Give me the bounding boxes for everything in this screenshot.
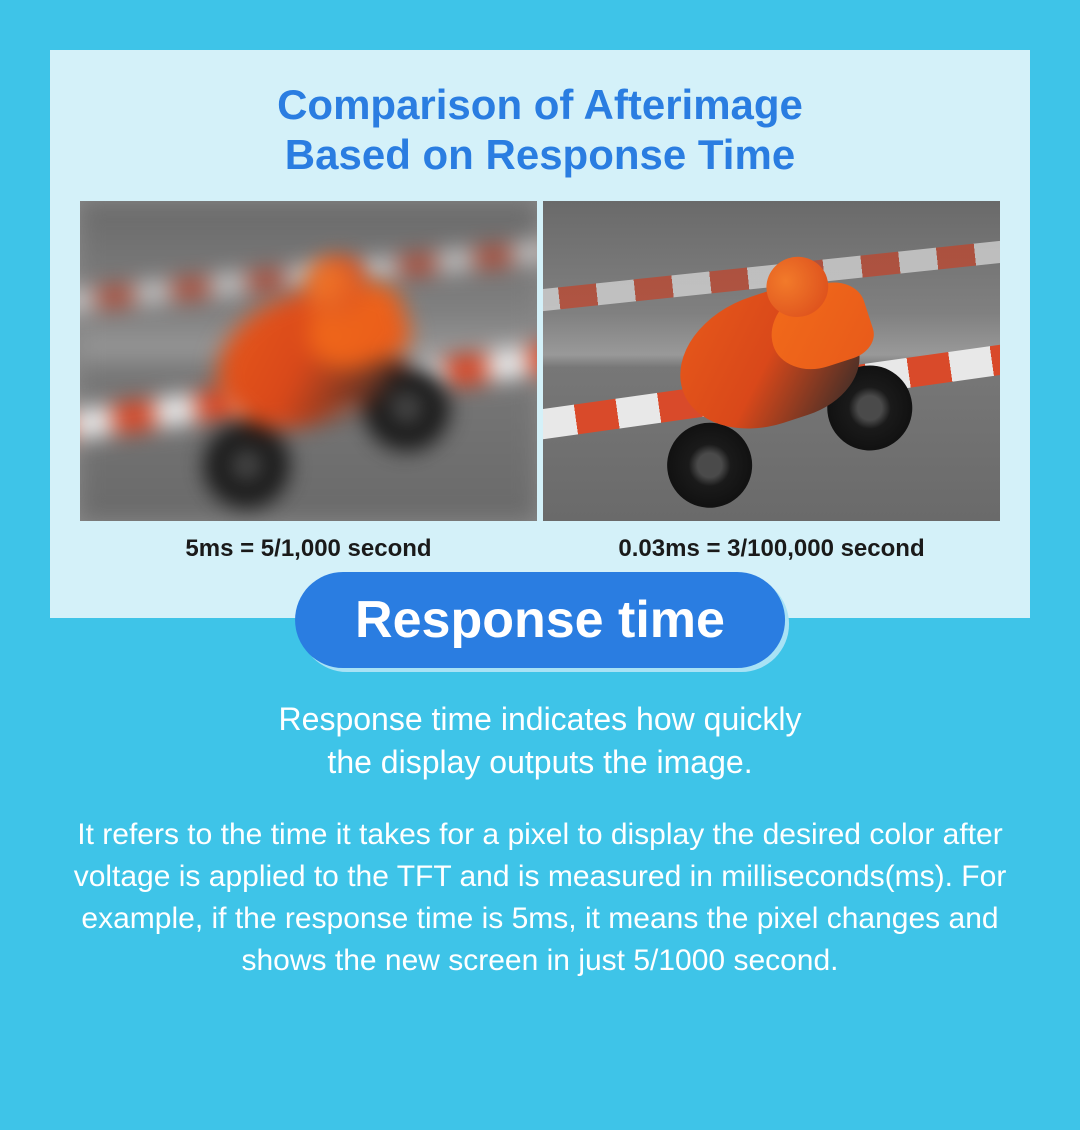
caption-right: 0.03ms = 3/100,000 second xyxy=(543,535,1000,563)
description-lead: Response time indicates how quicklythe d… xyxy=(60,698,1020,784)
captions-row: 5ms = 5/1,000 second 0.03ms = 3/100,000 … xyxy=(80,535,1000,563)
description-body: It refers to the time it takes for a pix… xyxy=(60,814,1020,982)
response-time-pill: Response time xyxy=(295,572,785,668)
title-line-1: Comparison of Afterimage xyxy=(277,81,803,128)
image-right-sharp xyxy=(543,201,1000,521)
comparison-card: Comparison of Afterimage Based on Respon… xyxy=(50,50,1030,618)
image-left-blurred xyxy=(80,201,537,521)
title-line-2: Based on Response Time xyxy=(285,131,795,178)
card-title: Comparison of Afterimage Based on Respon… xyxy=(80,80,1000,181)
description-section: Response time indicates how quicklythe d… xyxy=(0,698,1080,982)
images-row xyxy=(80,201,1000,521)
caption-left: 5ms = 5/1,000 second xyxy=(80,535,537,563)
